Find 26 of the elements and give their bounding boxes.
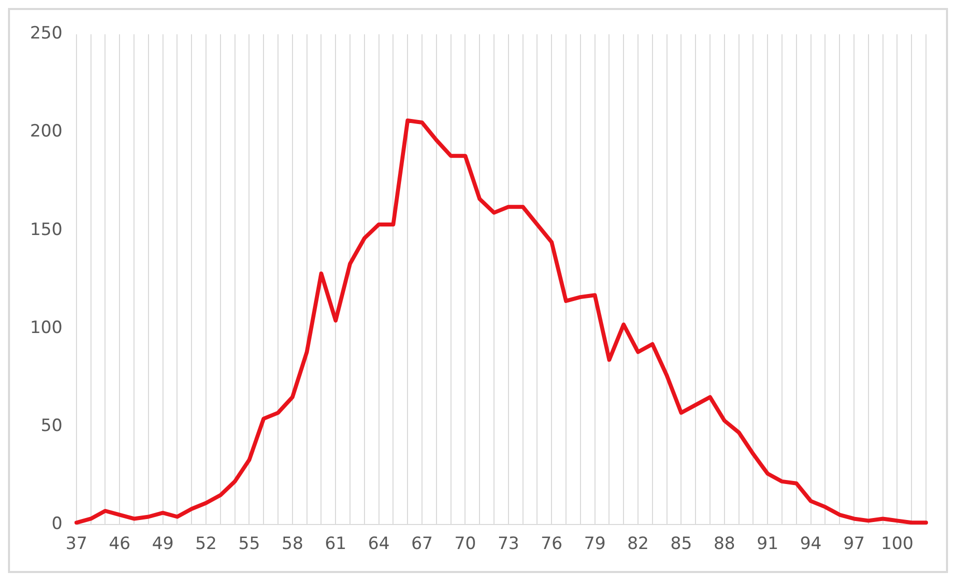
x-tick-label: 85 [670, 534, 692, 554]
x-tick-label: 37 [66, 534, 88, 554]
y-tick-label: 0 [52, 514, 62, 534]
x-tick-label: 79 [584, 534, 606, 554]
x-tick-label: 55 [238, 534, 260, 554]
x-tick-label: 88 [714, 534, 736, 554]
y-tick-label: 100 [30, 318, 62, 338]
y-tick-label: 250 [30, 24, 62, 44]
x-tick-label: 76 [540, 534, 562, 554]
y-tick-label: 50 [40, 416, 62, 436]
x-tick-label: 58 [282, 534, 304, 554]
x-tick-label: 52 [195, 534, 217, 554]
x-tick-label: 73 [498, 534, 520, 554]
x-tick-label: 82 [627, 534, 649, 554]
x-tick-label: 46 [108, 534, 130, 554]
x-tick-label: 70 [454, 534, 476, 554]
x-tick-label: 67 [411, 534, 433, 554]
x-tick-label: 100 [880, 534, 914, 554]
x-tick-label: 94 [800, 534, 822, 554]
x-tick-label: 61 [324, 534, 346, 554]
x-tick-label: 64 [368, 534, 390, 554]
x-tick-label: 97 [843, 534, 865, 554]
y-tick-label: 200 [30, 122, 62, 142]
x-tick-label: 91 [756, 534, 778, 554]
x-tick-label: 49 [152, 534, 174, 554]
y-tick-label: 150 [30, 220, 62, 240]
